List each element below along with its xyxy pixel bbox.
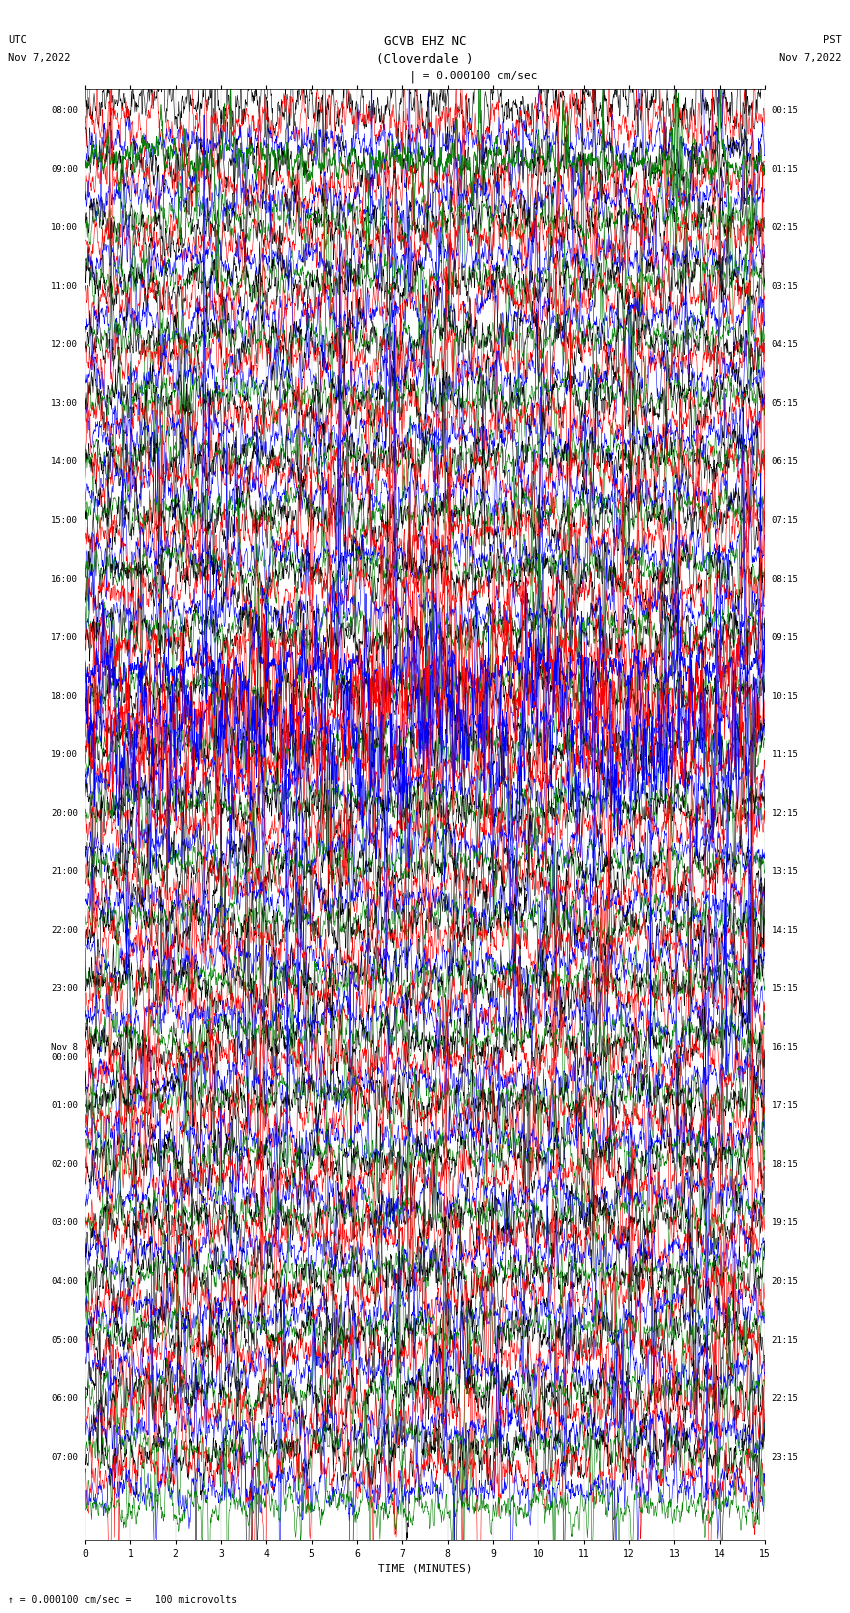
Text: 05:00: 05:00 <box>51 1336 78 1345</box>
Text: 10:00: 10:00 <box>51 223 78 232</box>
Text: 11:00: 11:00 <box>51 282 78 290</box>
Text: 09:00: 09:00 <box>51 165 78 174</box>
Text: 21:00: 21:00 <box>51 868 78 876</box>
Text: 11:15: 11:15 <box>772 750 799 760</box>
Text: 14:15: 14:15 <box>772 926 799 936</box>
Text: 14:00: 14:00 <box>51 458 78 466</box>
Text: Nov 7,2022: Nov 7,2022 <box>779 53 842 63</box>
Text: 12:15: 12:15 <box>772 808 799 818</box>
Text: 16:00: 16:00 <box>51 574 78 584</box>
Text: 03:00: 03:00 <box>51 1218 78 1227</box>
Text: 19:00: 19:00 <box>51 750 78 760</box>
Text: 19:15: 19:15 <box>772 1218 799 1227</box>
Text: 06:15: 06:15 <box>772 458 799 466</box>
Text: 04:15: 04:15 <box>772 340 799 350</box>
Text: GCVB EHZ NC: GCVB EHZ NC <box>383 35 467 48</box>
Text: 09:15: 09:15 <box>772 634 799 642</box>
Text: 00:15: 00:15 <box>772 106 799 115</box>
Text: 20:15: 20:15 <box>772 1277 799 1286</box>
Text: PST: PST <box>823 35 842 45</box>
Text: 17:00: 17:00 <box>51 634 78 642</box>
Text: (Cloverdale ): (Cloverdale ) <box>377 53 473 66</box>
Text: ↑ = 0.000100 cm/sec =    100 microvolts: ↑ = 0.000100 cm/sec = 100 microvolts <box>8 1595 238 1605</box>
Text: 20:00: 20:00 <box>51 808 78 818</box>
Text: 01:00: 01:00 <box>51 1102 78 1110</box>
Text: = 0.000100 cm/sec: = 0.000100 cm/sec <box>416 71 538 81</box>
Text: 01:15: 01:15 <box>772 165 799 174</box>
Text: 04:00: 04:00 <box>51 1277 78 1286</box>
Text: Nov 8
00:00: Nov 8 00:00 <box>51 1044 78 1063</box>
Text: 13:15: 13:15 <box>772 868 799 876</box>
Text: 06:00: 06:00 <box>51 1394 78 1403</box>
Text: UTC: UTC <box>8 35 27 45</box>
Text: 15:00: 15:00 <box>51 516 78 524</box>
Text: 02:00: 02:00 <box>51 1160 78 1169</box>
Text: |: | <box>409 71 416 84</box>
Text: 05:15: 05:15 <box>772 398 799 408</box>
Text: 10:15: 10:15 <box>772 692 799 700</box>
X-axis label: TIME (MINUTES): TIME (MINUTES) <box>377 1563 473 1574</box>
Text: 08:15: 08:15 <box>772 574 799 584</box>
Text: 08:00: 08:00 <box>51 106 78 115</box>
Text: 23:15: 23:15 <box>772 1453 799 1461</box>
Text: 17:15: 17:15 <box>772 1102 799 1110</box>
Text: 21:15: 21:15 <box>772 1336 799 1345</box>
Text: 16:15: 16:15 <box>772 1044 799 1052</box>
Text: 02:15: 02:15 <box>772 223 799 232</box>
Text: 18:15: 18:15 <box>772 1160 799 1169</box>
Text: 03:15: 03:15 <box>772 282 799 290</box>
Text: 18:00: 18:00 <box>51 692 78 700</box>
Text: 22:15: 22:15 <box>772 1394 799 1403</box>
Text: 07:15: 07:15 <box>772 516 799 524</box>
Text: Nov 7,2022: Nov 7,2022 <box>8 53 71 63</box>
Text: 07:00: 07:00 <box>51 1453 78 1461</box>
Text: 12:00: 12:00 <box>51 340 78 350</box>
Text: 13:00: 13:00 <box>51 398 78 408</box>
Text: 15:15: 15:15 <box>772 984 799 994</box>
Text: 23:00: 23:00 <box>51 984 78 994</box>
Text: 22:00: 22:00 <box>51 926 78 936</box>
